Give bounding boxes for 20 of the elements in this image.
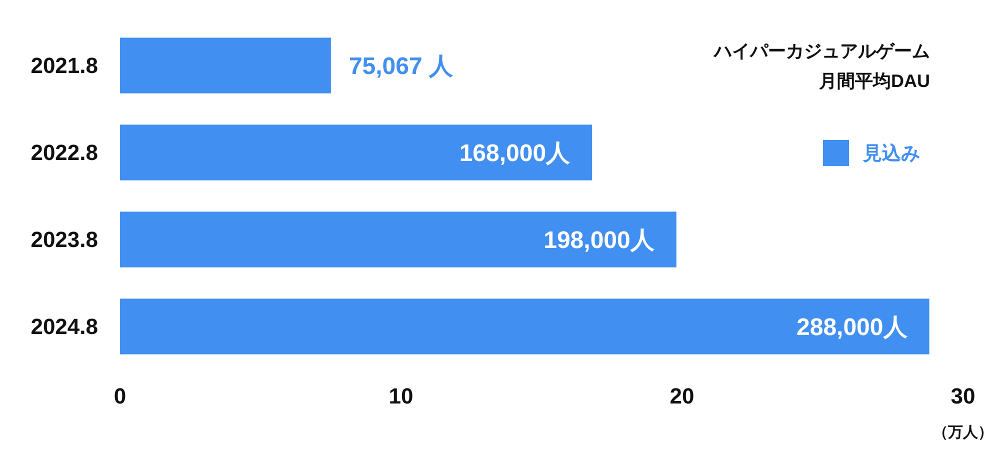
x-tick-label: 10 bbox=[388, 384, 414, 409]
annotation: 168,000人 bbox=[459, 140, 572, 167]
y-tick-label: 2022.8 bbox=[30, 140, 98, 166]
annotation: 288,000人 bbox=[796, 314, 908, 341]
text: 月間平均DAU bbox=[818, 71, 930, 91]
bar bbox=[120, 38, 331, 94]
annotation: 75,067 人 bbox=[348, 52, 454, 80]
y-tick-label: 2023.8 bbox=[30, 227, 98, 252]
x-tick-label: 30 bbox=[950, 384, 976, 409]
y-tick-label: 2024.8 bbox=[30, 314, 98, 340]
legend-label: 見込み bbox=[862, 142, 920, 165]
text: ハイパーカジュアルゲーム bbox=[712, 41, 930, 61]
annotation: 198,000人 bbox=[544, 226, 656, 254]
x-axis-title: （万人） bbox=[933, 424, 993, 441]
x-tick-label: 20 bbox=[670, 384, 694, 409]
bar bbox=[120, 298, 930, 354]
y-tick-label: 2021.8 bbox=[30, 53, 98, 78]
x-tick-label: 0 bbox=[114, 384, 126, 409]
bar bbox=[120, 212, 676, 268]
bar bbox=[120, 124, 592, 180]
